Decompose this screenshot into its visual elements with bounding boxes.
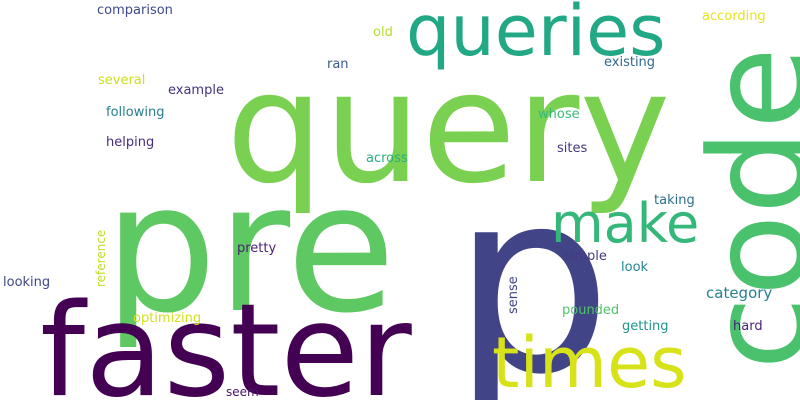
word-example: example [168, 83, 224, 98]
word-according: according [702, 9, 766, 24]
word-simple: simple [564, 249, 607, 264]
word-reference: reference [94, 229, 108, 287]
word-seem: seem [226, 385, 259, 399]
word-optimizing: optimizing [133, 311, 202, 326]
word-whose: whose [538, 107, 580, 122]
word-pre: pre [104, 145, 396, 352]
word-existing: existing [604, 55, 656, 70]
word-faster: faster [40, 277, 412, 400]
word-sense: sense [506, 276, 521, 314]
word-times: times [492, 322, 687, 400]
word-pretty: pretty [237, 241, 277, 256]
word-look: look [621, 260, 649, 275]
word-make: make [551, 192, 700, 255]
word-old: old [373, 25, 393, 40]
word-helping: helping [106, 135, 155, 150]
word-queries: queries [406, 0, 666, 72]
word-getting: getting [622, 319, 669, 334]
word-sites: sites [557, 141, 588, 156]
word-comparison: comparison [97, 3, 173, 18]
word-category: category [706, 284, 773, 302]
word-ran: ran [327, 57, 349, 72]
word-taking: taking [654, 193, 695, 208]
word-hard: hard [733, 319, 763, 334]
word-across: across [366, 151, 408, 166]
word-several: several [98, 73, 146, 88]
word-pounded: pounded [562, 303, 620, 318]
word-query: query [226, 39, 671, 218]
word-looking: looking [3, 275, 51, 290]
word-p: p [452, 137, 612, 400]
word-following: following [106, 105, 165, 120]
